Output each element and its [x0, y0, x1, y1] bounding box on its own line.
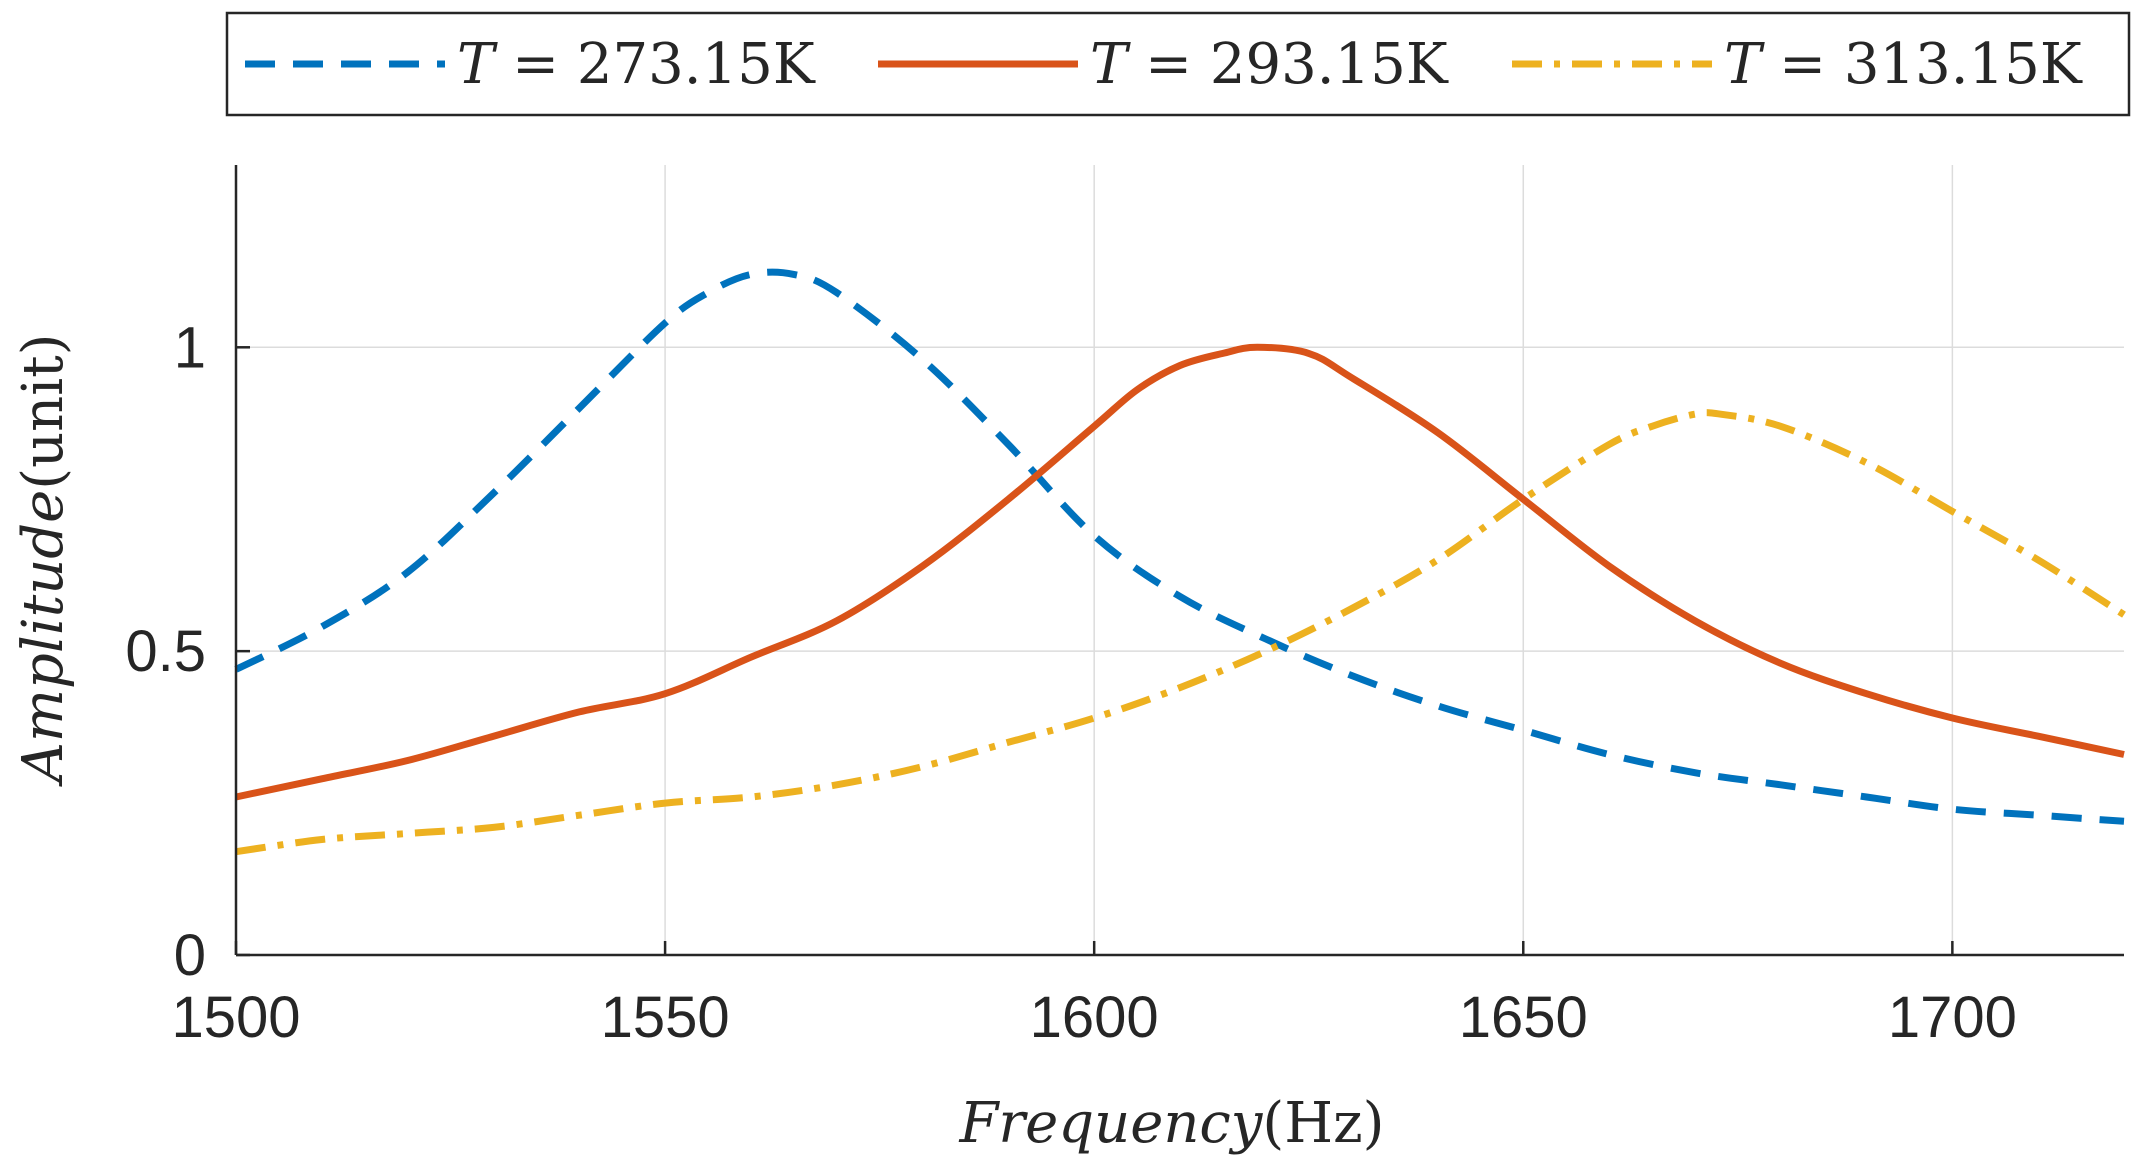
legend-eq-0: =: [494, 32, 577, 97]
x-tick-label-1: 1550: [601, 985, 730, 1050]
x-axis-title: Frequency(Hz): [959, 1091, 1385, 1156]
legend-value-1: 293.15K: [1210, 32, 1449, 97]
legend-label-0: T = 273.15K: [457, 32, 816, 97]
legend-var-2: T: [1724, 32, 1765, 97]
x-tick-label-2: 1600: [1030, 985, 1159, 1050]
legend-var-1: T: [1090, 32, 1131, 97]
x-axis-unit: (Hz): [1262, 1091, 1384, 1156]
y-tick-label-1: 0.5: [125, 619, 206, 684]
legend-eq-1: =: [1127, 32, 1210, 97]
y-axis-variable: Amplitude: [11, 490, 76, 788]
legend-items: T = 273.15K T = 293.15K T = 313.15K: [245, 32, 2083, 97]
series-line-0: [234, 268, 2125, 825]
x-tick-label-0: 1500: [171, 985, 300, 1050]
legend-var-0: T: [457, 32, 498, 97]
y-tick-label-0: 0: [174, 923, 206, 988]
series-layer: [234, 268, 2126, 856]
grid-layer: [236, 165, 2124, 955]
x-tick-label-3: 1650: [1459, 985, 1588, 1050]
x-tick-label-4: 1700: [1888, 985, 2017, 1050]
legend-eq-2: =: [1761, 32, 1844, 97]
axes-layer: [234, 165, 2124, 957]
y-tick-label-2: 1: [174, 315, 206, 380]
legend-label-2: T = 313.15K: [1724, 32, 2083, 97]
series-line-2: [235, 409, 2126, 856]
series-line-1: [235, 343, 2125, 801]
legend-box: [225, 11, 2131, 117]
legend-label-1: T = 293.15K: [1090, 32, 1449, 97]
y-axis-unit: (unit): [11, 333, 76, 489]
tick-label-layer: 1500 1550 1600 1650 1700 0 0.5 1: [125, 315, 2017, 1050]
x-axis-variable: Frequency: [959, 1091, 1264, 1156]
legend-value-0: 273.15K: [577, 32, 816, 97]
legend-value-2: 313.15K: [1844, 32, 2083, 97]
legend: T = 273.15K T = 293.15K T = 313.15K: [225, 11, 2131, 117]
y-axis-title: Amplitude(unit): [11, 333, 76, 787]
